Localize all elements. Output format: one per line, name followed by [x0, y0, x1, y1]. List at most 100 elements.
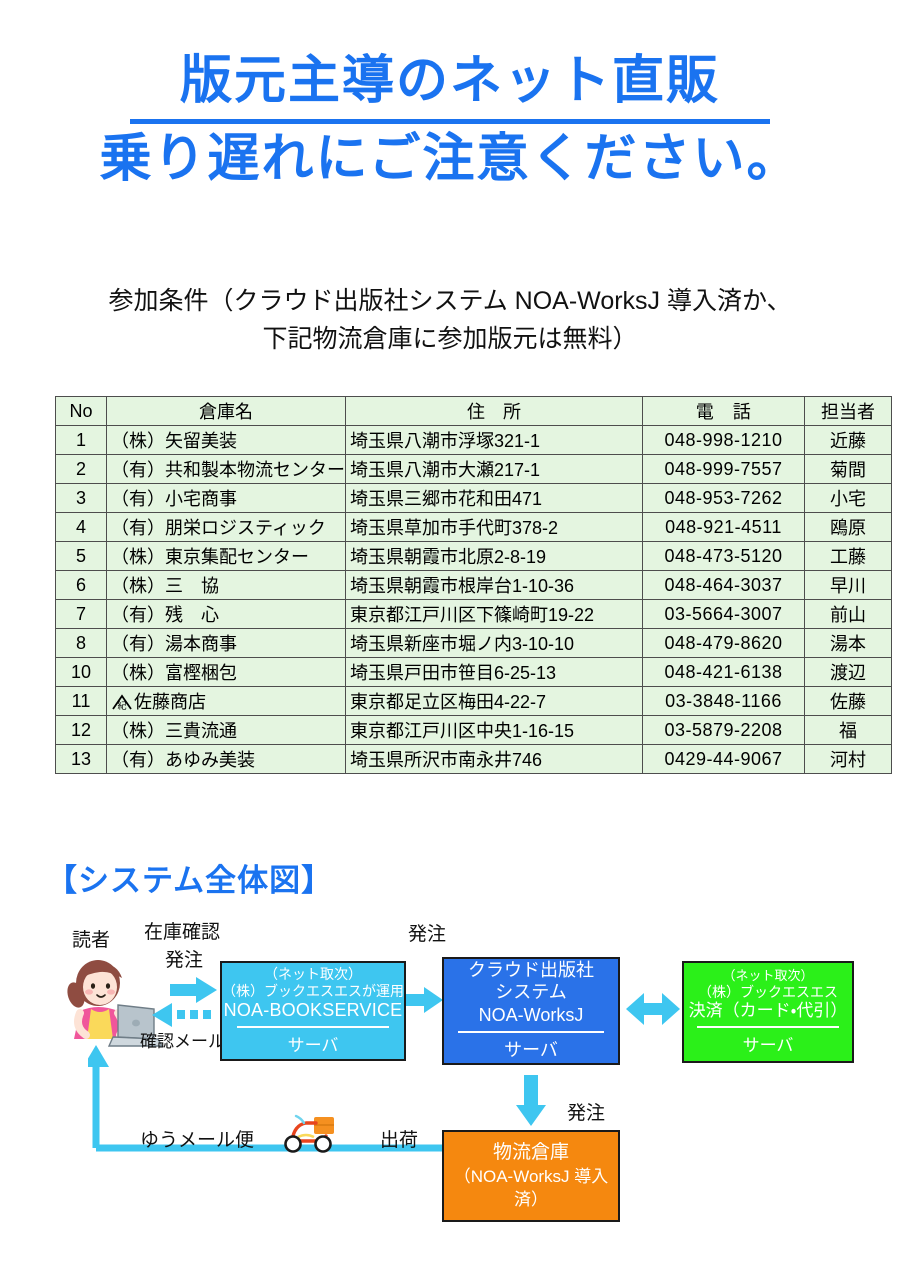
- cell-address: 埼玉県所沢市南永井746: [345, 744, 643, 774]
- settlement-sub-label: （ネット取次）: [722, 968, 814, 984]
- cell-no: 5: [55, 541, 107, 571]
- shipping-route-connector: [88, 1045, 443, 1152]
- bookservice-divider: [236, 1025, 390, 1028]
- cell-address: 埼玉県八潮市浮塚321-1: [345, 425, 643, 455]
- cell-telephone: 0429-44-9067: [642, 744, 805, 774]
- cell-address: 埼玉県八潮市大瀬217-1: [345, 454, 643, 484]
- cell-telephone: 03-5664-3007: [642, 599, 805, 629]
- cell-staff: 佐藤: [804, 686, 892, 716]
- column-header-name: 倉庫名: [106, 396, 346, 426]
- table-row: 10 （株）富樫梱包 埼玉県戸田市笹目6-25-13 048-421-6138 渡辺: [55, 657, 892, 687]
- table-row: 4 （有）朋栄ロジスティック 埼玉県草加市手代町378-2 048-921-4511 鴎…: [55, 512, 892, 542]
- settlement-company-label: （株）ブックエスエス: [698, 983, 838, 1000]
- cell-address: 東京都江戸川区中央1-16-15: [345, 715, 643, 745]
- cell-warehouse-name: （有）小宅商事: [106, 483, 346, 513]
- cell-address: 埼玉県戸田市笹目6-25-13: [345, 657, 643, 687]
- bookservice-sub-label: （ネット取次）: [264, 966, 362, 983]
- label-order-to-warehouse: 発注: [567, 1103, 606, 1124]
- cell-warehouse-name-text: 佐藤商店: [134, 692, 206, 712]
- cell-address: 東京都足立区梅田4-22-7: [345, 686, 643, 716]
- cell-staff: 工藤: [804, 541, 892, 571]
- cell-address: 埼玉県朝霞市根岸台1-10-36: [345, 570, 643, 600]
- cell-staff: 鴎原: [804, 512, 892, 542]
- condition-line-1: 参加条件（クラウド出版社システム NOA-WorksJ 導入済か、: [108, 287, 792, 315]
- cell-no: 10: [55, 657, 107, 687]
- cell-telephone: 048-999-7557: [642, 454, 805, 484]
- system-diagram-heading: 【システム全体図】: [46, 863, 334, 898]
- column-header-no: No: [55, 396, 107, 426]
- box-settlement: （ネット取次） （株）ブックエスエス 決済（カード・代引） サーバ: [682, 961, 854, 1063]
- label-shipment: 出荷: [380, 1130, 419, 1151]
- cell-telephone: 048-479-8620: [642, 628, 805, 658]
- table-row: 11 紀佐藤商店 東京都足立区梅田4-22-7 03-3848-1166 佐藤: [55, 686, 892, 716]
- bookservice-server-label: サーバ: [287, 1035, 339, 1055]
- settlement-divider: [697, 1025, 839, 1028]
- noaworksj-divider: [457, 1030, 605, 1033]
- noaworksj-line1: クラウド出版社: [468, 960, 594, 981]
- warehouse-table-container: No 倉庫名 住 所 電 話 担当者 1 （株）矢留美装 埼玉県八潮市浮塚321-1…: [55, 396, 892, 774]
- page-title-line1: 版元主導のネット直販: [179, 52, 720, 110]
- reader-person-illustration: [67, 960, 164, 1047]
- cell-telephone: 048-464-3037: [642, 570, 805, 600]
- box-noa-bookservice: （ネット取次） （株）ブックエスエスが運用 NOA-BOOKSERVICE サー…: [220, 961, 406, 1061]
- label-confirm-mail: 確認メール: [140, 1032, 225, 1051]
- label-stock-check: 在庫確認: [144, 922, 221, 943]
- label-yu-mail-delivery: ゆうメール便: [140, 1130, 255, 1151]
- table-row: 6 （株）三 協埼玉県朝霞市根岸台1-10-36 048-464-3037 早川: [55, 570, 892, 600]
- column-header-address: 住 所: [345, 396, 643, 426]
- cell-telephone: 048-421-6138: [642, 657, 805, 687]
- cell-warehouse-name: （株）三 協: [106, 570, 346, 600]
- table-row: 13 （有）あゆみ美装 埼玉県所沢市南永井746 0429-44-9067 河村: [55, 744, 892, 774]
- label-order-from-reader: 発注: [165, 950, 204, 971]
- settlement-method-label: 決済（カード・代引）: [688, 1001, 848, 1021]
- label-order-to-noaworksj: 発注: [408, 924, 447, 945]
- condition-line-2: 下記物流倉庫に参加版元は無料）: [262, 324, 638, 353]
- cell-no: 6: [55, 570, 107, 600]
- table-row: 8 （有）湯本商事 埼玉県新座市堀ノ内3-10-10 048-479-8620 湯本: [55, 628, 892, 658]
- cell-no: 2: [55, 454, 107, 484]
- cell-warehouse-name: （株）富樫梱包: [106, 657, 346, 687]
- page-title-block: 版元主導のネット直販 乗り遅れにご注意ください。: [0, 54, 900, 186]
- arrow-right-reader-to-bookservice: [170, 977, 217, 1003]
- settlement-server-label: サーバ: [742, 1035, 794, 1055]
- cell-warehouse-name: 紀佐藤商店: [106, 686, 346, 716]
- cell-warehouse-name: （有）湯本商事: [106, 628, 346, 658]
- cell-staff: 近藤: [804, 425, 892, 455]
- box-logistics-warehouse: 物流倉庫 （NOA-WorksJ 導入済）: [442, 1130, 620, 1222]
- cell-warehouse-name: （有）あゆみ美装: [106, 744, 346, 774]
- system-diagram: 読者 在庫確認 発注 確認メール 発注 発注 ゆうメール便 出荷 （ネット取次）…: [0, 915, 900, 1265]
- cell-address: 埼玉県新座市堀ノ内3-10-10: [345, 628, 643, 658]
- table-header-row: No 倉庫名 住 所 電 話 担当者: [55, 396, 892, 426]
- cell-address: 埼玉県三郷市花和田471: [345, 483, 643, 513]
- cell-no: 1: [55, 425, 107, 455]
- cell-warehouse-name: （有）朋栄ロジスティック: [106, 512, 346, 542]
- table-row: 7 （有）残 心東京都江戸川区下篠崎町19-22 03-5664-3007 前山: [55, 599, 892, 629]
- cell-staff: 湯本: [804, 628, 892, 658]
- cell-staff: 前山: [804, 599, 892, 629]
- yamagata-shop-mark-icon: 紀: [111, 694, 133, 711]
- cell-telephone: 048-953-7262: [642, 483, 805, 513]
- cell-warehouse-name: （株）矢留美装: [106, 425, 346, 455]
- arrow-down-noaworksj-to-warehouse: [516, 1075, 546, 1126]
- noaworksj-line2: システム: [495, 981, 567, 1002]
- svg-text:紀: 紀: [117, 700, 126, 711]
- label-reader: 読者: [72, 930, 111, 951]
- arrow-left-dashed-confirmation-mail: [152, 1003, 211, 1027]
- participation-condition-note: 参加条件（クラウド出版社システム NOA-WorksJ 導入済か、 下記物流倉庫…: [0, 283, 900, 358]
- bookservice-system-name: NOA-BOOKSERVICE: [223, 1000, 403, 1021]
- table-row: 12 （株）三貴流通 東京都江戸川区中央1-16-15 03-5879-2208 福: [55, 715, 892, 745]
- cell-telephone: 048-998-1210: [642, 425, 805, 455]
- cell-no: 7: [55, 599, 107, 629]
- table-row: 2 （有）共和製本物流センター 埼玉県八潮市大瀬217-1 048-999-7557 菊…: [55, 454, 892, 484]
- arrow-right-bookservice-to-noaworksj: [404, 987, 443, 1013]
- delivery-scooter-icon: [284, 1114, 334, 1153]
- cell-warehouse-name: （有）残 心: [106, 599, 346, 629]
- arrow-bidirectional-noaworksj-settlement: [626, 993, 680, 1025]
- cell-telephone: 03-3848-1166: [642, 686, 805, 716]
- cell-address: 東京都江戸川区下篠崎町19-22: [345, 599, 643, 629]
- page-title-line2: 乗り遅れにご注意ください。: [99, 129, 801, 188]
- cell-no: 8: [55, 628, 107, 658]
- cell-no: 12: [55, 715, 107, 745]
- table-row: 5 （株）東京集配センター 埼玉県朝霞市北原2-8-19 048-473-5120 工藤: [55, 541, 892, 571]
- noaworksj-server-label: サーバ: [504, 1039, 558, 1060]
